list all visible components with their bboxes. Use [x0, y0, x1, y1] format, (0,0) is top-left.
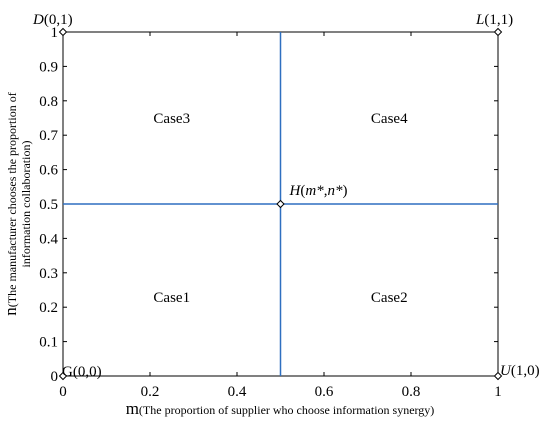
x-tick-label: 0.4 — [228, 384, 247, 400]
region-label-case1: Case1 — [153, 290, 190, 306]
point-coord: (0,1) — [44, 12, 73, 28]
y-axis-label-line1: (The manufacturer chooses the proportion… — [5, 92, 19, 307]
y-tick-label: 0.3 — [39, 266, 58, 282]
x-tick-label: 0.6 — [315, 384, 334, 400]
point-coord: (1,0) — [511, 363, 540, 379]
y-tick-label: 0.1 — [39, 335, 58, 351]
svg-text:n(The manufacturer chooses the: n(The manufacturer chooses the proportio… — [1, 92, 20, 315]
y-tick-label: 0.9 — [39, 59, 58, 75]
point-marker-g — [58, 371, 68, 381]
y-axis-label: n(The manufacturer chooses the proportio… — [1, 92, 33, 315]
point-coord: (0,0) — [73, 364, 102, 380]
y-axis-label-main: n — [1, 307, 20, 316]
point-coord-part: ) — [342, 183, 347, 199]
point-coord-part: m* — [305, 183, 324, 199]
point-coord-part: n* — [327, 183, 343, 199]
point-label-h: H(m*,n*) — [289, 183, 348, 199]
ticks-layer: 0 0.2 0.4 0.6 0.8 1 0 0.1 0.2 0.3 0.4 0.5 0.6 0.7 0.8 0… — [39, 25, 502, 400]
point-letter: L — [475, 12, 484, 28]
point-letter: H — [289, 183, 302, 199]
point-marker-u — [493, 371, 503, 381]
y-tick-label: 0.2 — [39, 300, 58, 316]
x-axis-label: m(The proportion of supplier who choose … — [126, 399, 435, 418]
point-marker-l — [493, 27, 503, 37]
point-coord: (1,1) — [484, 12, 513, 28]
point-letter: D — [32, 12, 44, 28]
point-letter: U — [500, 363, 512, 379]
regions-layer: Case3 Case4 Case1 Case2 — [153, 111, 408, 306]
x-tick-label: 0 — [59, 384, 67, 400]
point-coord-part: , — [324, 183, 328, 199]
point-marker-d — [58, 27, 68, 37]
y-tick-label: 0.6 — [39, 163, 58, 179]
y-tick-label: 1 — [51, 25, 59, 41]
svg-text:information collaboration): information collaboration) — [19, 141, 33, 268]
x-axis-label-rest: (The proportion of supplier who choose i… — [139, 403, 434, 417]
region-label-case4: Case4 — [371, 111, 408, 127]
y-tick-label: 0.4 — [39, 231, 58, 247]
point-label-u: U(1,0) — [500, 363, 540, 379]
x-tick-label: 1 — [494, 384, 502, 400]
y-tick-label: 0.5 — [39, 197, 58, 213]
y-tick-label: 0.8 — [39, 94, 58, 110]
x-tick-label: 0.8 — [402, 384, 421, 400]
point-coord-part: ( — [300, 183, 305, 199]
point-label-g: G(0,0) — [62, 364, 102, 380]
x-tick-label: 0.2 — [141, 384, 160, 400]
y-axis-label-line2: information collaboration) — [19, 141, 33, 268]
points-layer: D(0,1) L(1,1) G(0,0) U(1,0) H(m*,n*) — [32, 12, 540, 381]
point-letter: G — [62, 364, 73, 380]
x-axis-label-main: m — [126, 399, 139, 418]
y-tick-label: 0.7 — [39, 128, 58, 144]
point-label-d: D(0,1) — [32, 12, 73, 28]
y-tick-label: 0 — [51, 369, 59, 385]
point-label-l: L(1,1) — [475, 12, 513, 28]
region-label-case2: Case2 — [371, 290, 408, 306]
region-label-case3: Case3 — [153, 111, 190, 127]
point-marker-h — [276, 199, 285, 209]
